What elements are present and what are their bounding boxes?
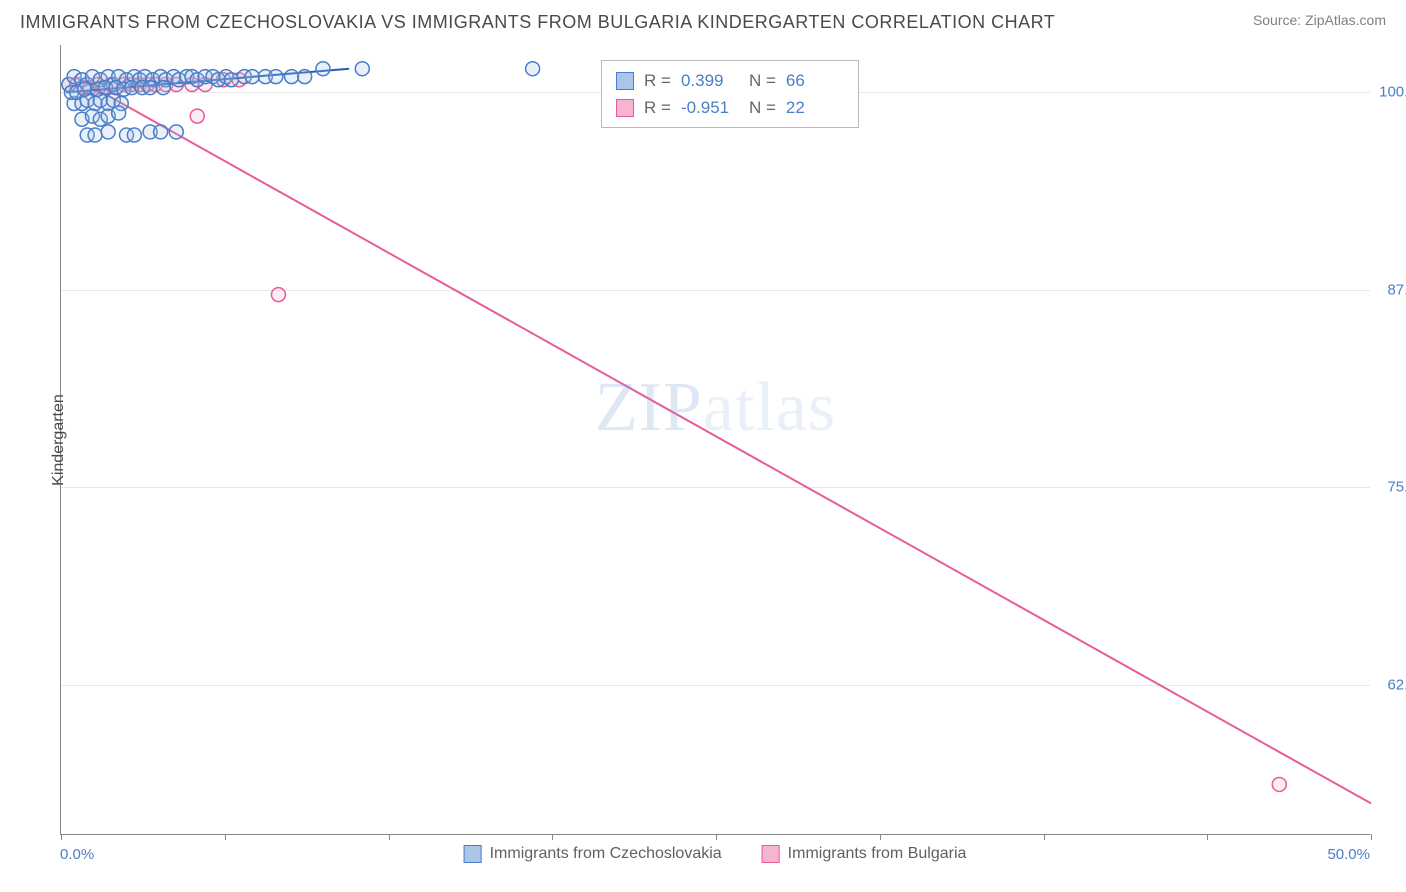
legend-item-bulgaria: Immigrants from Bulgaria xyxy=(762,845,967,863)
n-value-czech: 66 xyxy=(786,67,844,94)
bottom-legend: Immigrants from Czechoslovakia Immigrant… xyxy=(464,845,967,863)
data-point xyxy=(1272,777,1286,791)
data-point xyxy=(316,62,330,76)
correlation-stat-box: R = 0.399 N = 66 R = -0.951 N = 22 xyxy=(601,60,859,128)
data-point xyxy=(271,288,285,302)
legend-label-czech: Immigrants from Czechoslovakia xyxy=(490,845,722,863)
x-tick-label-max: 50.0% xyxy=(1327,846,1370,863)
data-point xyxy=(190,109,204,123)
data-point xyxy=(154,125,168,139)
r-label: R = xyxy=(644,67,671,94)
data-point xyxy=(112,106,126,120)
data-point xyxy=(88,128,102,142)
data-point xyxy=(101,125,115,139)
legend-swatch-czech-icon xyxy=(464,845,482,863)
scatter-plot-svg xyxy=(61,45,1371,835)
n-label: N = xyxy=(749,67,776,94)
y-tick-label: 62.5% xyxy=(1375,676,1406,693)
r-value-czech: 0.399 xyxy=(681,67,739,94)
swatch-bulgaria-icon xyxy=(616,99,634,117)
y-tick-label: 75.0% xyxy=(1375,479,1406,496)
plot-area: Kindergarten 62.5%75.0%87.5%100.0% ZIPat… xyxy=(60,45,1370,835)
stat-row-czech: R = 0.399 N = 66 xyxy=(616,67,844,94)
swatch-czech-icon xyxy=(616,72,634,90)
data-point xyxy=(143,81,157,95)
r-value-bulgaria: -0.951 xyxy=(681,94,739,121)
data-point xyxy=(298,70,312,84)
stat-row-bulgaria: R = -0.951 N = 22 xyxy=(616,94,844,121)
chart-container: Kindergarten 62.5%75.0%87.5%100.0% ZIPat… xyxy=(60,45,1370,835)
r-label: R = xyxy=(644,94,671,121)
data-point xyxy=(285,70,299,84)
y-tick-label: 87.5% xyxy=(1375,281,1406,298)
x-tick xyxy=(1371,834,1372,840)
data-point xyxy=(78,82,92,96)
data-point xyxy=(127,128,141,142)
data-point xyxy=(156,81,170,95)
legend-swatch-bulgaria-icon xyxy=(762,845,780,863)
x-tick-label-min: 0.0% xyxy=(60,846,94,863)
chart-title: IMMIGRANTS FROM CZECHOSLOVAKIA VS IMMIGR… xyxy=(20,12,1055,33)
data-point xyxy=(526,62,540,76)
trend-line xyxy=(74,77,1371,804)
data-point xyxy=(355,62,369,76)
data-point xyxy=(269,70,283,84)
data-point xyxy=(245,70,259,84)
data-point xyxy=(169,125,183,139)
legend-label-bulgaria: Immigrants from Bulgaria xyxy=(788,845,967,863)
data-point xyxy=(224,73,238,87)
n-value-bulgaria: 22 xyxy=(786,94,844,121)
legend-item-czech: Immigrants from Czechoslovakia xyxy=(464,845,722,863)
y-tick-label: 100.0% xyxy=(1375,84,1406,101)
source-attribution: Source: ZipAtlas.com xyxy=(1253,12,1386,28)
n-label: N = xyxy=(749,94,776,121)
